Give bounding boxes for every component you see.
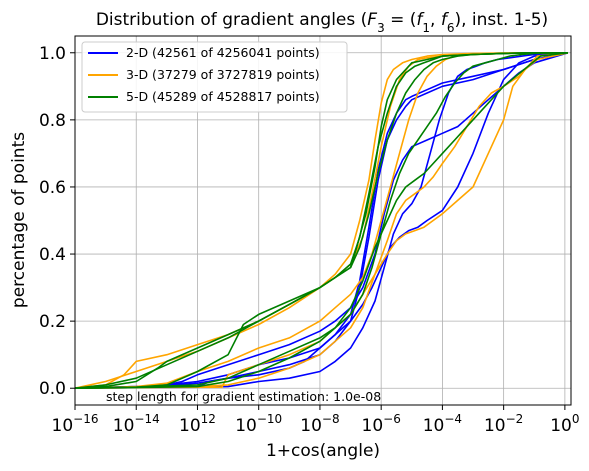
chart-title: Distribution of gradient angles (F3 = (f…: [96, 10, 548, 35]
title-prefix: Distribution of gradient angles (: [96, 10, 367, 30]
title-comma: ,: [430, 10, 441, 30]
y-tick-label: 0.2: [39, 312, 66, 332]
title-sub-3: 3: [377, 21, 385, 35]
series-2-line-2: [74, 51, 568, 389]
y-tick-label: 0.0: [39, 379, 66, 399]
y-tick-label: 1.0: [39, 44, 66, 64]
series-0-line-2: [74, 52, 569, 389]
title-suffix: ), inst. 1-5): [454, 10, 548, 30]
x-tick-label: 1012: [179, 412, 216, 436]
title-var-f: F: [367, 10, 377, 30]
x-tick-label: 10−2: [484, 412, 523, 436]
series-0-line-3: [74, 52, 568, 389]
y-tick-label: 0.4: [39, 245, 66, 265]
x-tick-label: 10−16: [52, 412, 99, 436]
x-tick-label: 100: [550, 412, 579, 436]
y-axis-label: percentage of points: [9, 132, 29, 308]
y-tick-label: 0.6: [39, 178, 66, 198]
y-tick-label: 0.8: [39, 111, 66, 131]
title-sub-1: 1: [422, 21, 430, 35]
grid-layer: [74, 36, 571, 405]
legend: 2-D (42561 of 4256041 points) 3-D (37279…: [81, 41, 348, 113]
legend-box: [81, 41, 348, 113]
legend-label-2d: 2-D (42561 of 4256041 points): [126, 45, 320, 60]
x-tick-label: 10−14: [113, 412, 160, 436]
step-length-annotation: step length for gradient estimation: 1.0…: [106, 389, 381, 404]
tick-layer: 10−16 10−14 1012 10−10 10−8 10−6 10−4 10−2 100 0.…: [39, 44, 580, 436]
x-tick-label: 10−4: [423, 412, 462, 436]
series-2-line-1: [74, 51, 568, 389]
plot-frame: [74, 35, 572, 406]
series-1-line-4: [74, 52, 568, 389]
x-tick-label: 10−10: [235, 412, 282, 436]
series-0-line-0: [74, 52, 569, 389]
title-var-f1: f: [416, 10, 425, 30]
x-axis-label: 1+cos(angle): [266, 441, 380, 461]
title-var-f6: f: [441, 10, 450, 30]
title-sub-6: 6: [447, 21, 455, 35]
x-tick-label: 10−8: [300, 412, 339, 436]
title-eq: = (: [385, 10, 417, 30]
series-layer: [74, 51, 569, 389]
series-1-line-3: [74, 52, 569, 389]
x-tick-label: 10−6: [362, 412, 401, 436]
series-2-line-3: [74, 52, 568, 389]
series-2-line-4: [74, 52, 568, 389]
legend-label-5d: 5-D (45289 of 4528817 points): [126, 89, 320, 104]
legend-label-3d: 3-D (37279 of 3727819 points): [126, 67, 320, 82]
